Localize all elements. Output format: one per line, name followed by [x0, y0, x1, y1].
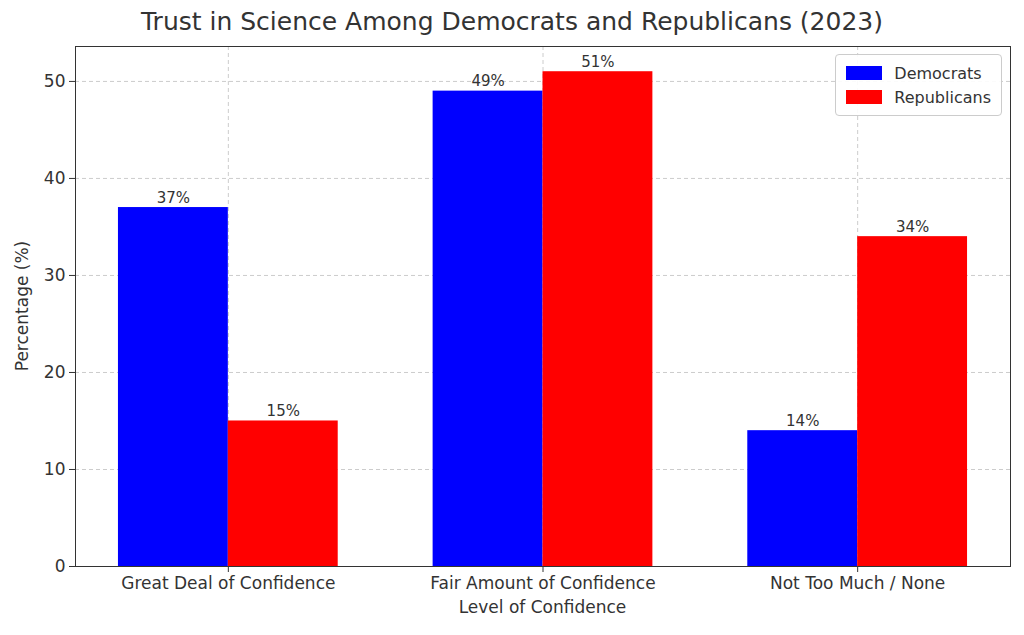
svg-text:30: 30 [44, 265, 66, 285]
html-text:Republicans: Republicans [894, 87, 991, 107]
html-text:Percentage (%): Percentage (%) [12, 240, 32, 372]
svg-text:Fair Amount of Confidence: Fair Amount of Confidence [430, 573, 655, 593]
svg-text:Great Deal of Confidence: Great Deal of Confidence [121, 573, 335, 593]
svg-text:0: 0 [55, 556, 66, 576]
svg-text:15%: 15% [267, 402, 300, 420]
html-text:Level of Confidence: Level of Confidence [458, 597, 627, 617]
svg-text:34%: 34% [896, 218, 929, 236]
svg-text:37%: 37% [157, 189, 190, 207]
html-text:Democrats: Democrats [894, 63, 982, 83]
svg-text:20: 20 [44, 362, 66, 382]
svg-text:40: 40 [44, 168, 66, 188]
svg-text:51%: 51% [581, 53, 614, 71]
html-text:Trust in Science Among Democra: Trust in Science Among Democrats and Rep… [141, 7, 883, 36]
svg-text:49%: 49% [471, 72, 504, 90]
svg-text:14%: 14% [786, 412, 819, 430]
svg-text:10: 10 [44, 459, 66, 479]
svg-text:50: 50 [44, 71, 66, 91]
svg-text:Not Too Much / None: Not Too Much / None [770, 573, 945, 593]
